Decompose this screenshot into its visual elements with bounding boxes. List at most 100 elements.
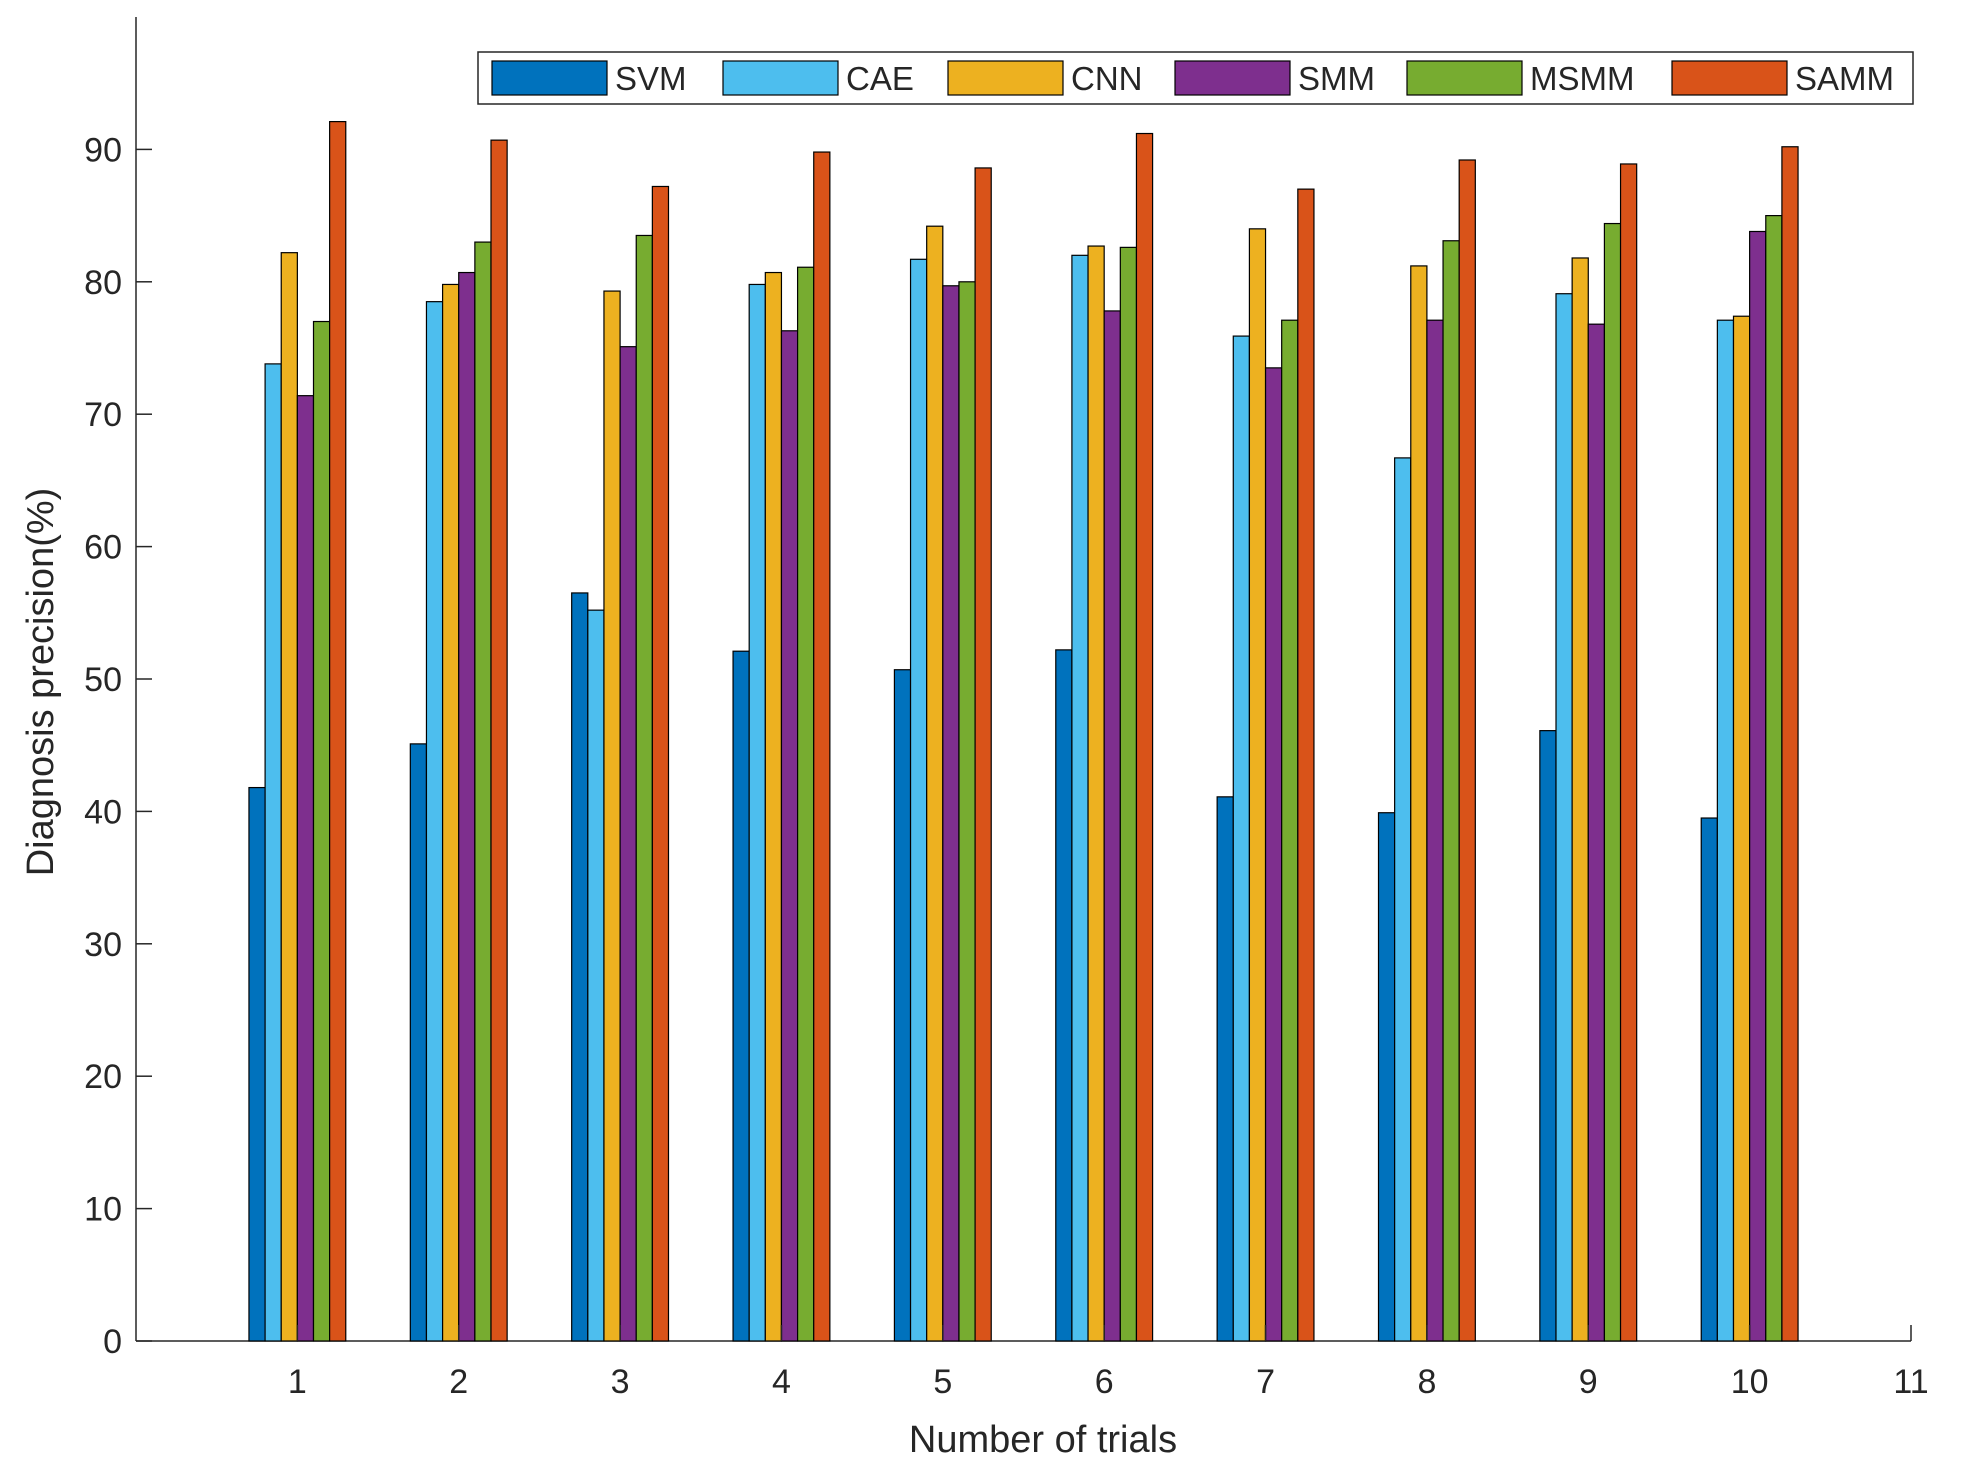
y-tick-label: 30 [84, 926, 122, 964]
bar-smm-trial-9 [1587, 323, 1606, 1342]
bar-cnn-trial-1 [280, 252, 298, 1342]
bar-cae-trial-8 [1394, 457, 1412, 1342]
bar-cae-trial-2 [425, 301, 444, 1342]
y-tick-label: 60 [84, 529, 122, 567]
legend-swatch-samm [1671, 60, 1788, 96]
bar-cae-trial-7 [1232, 335, 1251, 1342]
bar-smm-trial-4 [780, 330, 799, 1342]
bar-smm-trial-3 [619, 346, 637, 1342]
legend-label-cnn: CNN [1071, 60, 1143, 97]
bar-samm-trial-10 [1781, 146, 1799, 1342]
bar-svm-trial-1 [248, 786, 266, 1342]
bar-svm-trial-2 [409, 743, 428, 1342]
bar-samm-trial-3 [651, 185, 670, 1342]
bar-cnn-trial-7 [1248, 228, 1267, 1342]
bar-cnn-trial-2 [441, 283, 460, 1342]
ticks-layer: 0 10 20 30 40 50 60 70 80 90 1 2 3 4 5 6 7 8 9 10 11 [84, 131, 1928, 1401]
bar-msmm-trial-7 [1281, 319, 1299, 1342]
y-tick-label: 40 [84, 793, 122, 831]
x-tick-label: 9 [1579, 1363, 1598, 1401]
bar-cae-trial-1 [264, 363, 282, 1342]
bar-smm-trial-6 [1103, 310, 1121, 1342]
bar-msmm-trial-8 [1442, 240, 1460, 1342]
bar-svm-trial-4 [732, 650, 750, 1342]
bar-smm-trial-2 [458, 271, 476, 1342]
bar-msmm-trial-6 [1119, 246, 1138, 1342]
bar-msmm-trial-2 [474, 241, 492, 1342]
bar-smm-trial-8 [1426, 319, 1444, 1342]
bar-svm-trial-5 [893, 669, 912, 1342]
y-axis-title: Diagnosis precision(%) [20, 488, 62, 877]
x-tick-label: 7 [1256, 1363, 1275, 1401]
x-tick-label: 2 [449, 1363, 468, 1401]
bar-samm-trial-2 [490, 139, 508, 1342]
legend-swatch-cnn [947, 60, 1064, 96]
legend-label-smm: SMM [1298, 60, 1375, 97]
bar-cnn-trial-6 [1087, 245, 1105, 1342]
x-tick-label: 8 [1417, 1363, 1436, 1401]
y-tick-label: 70 [84, 396, 122, 434]
bar-samm-trial-8 [1458, 159, 1476, 1342]
bar-svm-trial-6 [1055, 649, 1073, 1342]
bar-msmm-trial-10 [1765, 215, 1783, 1342]
x-tick-label: 1 [288, 1363, 307, 1401]
bar-smm-trial-7 [1264, 367, 1283, 1342]
bar-cnn-trial-4 [764, 271, 783, 1342]
bar-samm-trial-7 [1297, 188, 1315, 1342]
x-tick-label: 3 [611, 1363, 630, 1401]
y-tick-label: 80 [84, 264, 122, 302]
bar-cae-trial-6 [1071, 254, 1089, 1342]
bar-smm-trial-5 [942, 285, 960, 1342]
legend-swatch-msmm [1406, 60, 1523, 96]
x-tick-label: 10 [1731, 1363, 1769, 1401]
bar-cnn-trial-9 [1571, 257, 1589, 1342]
bar-samm-trial-9 [1619, 163, 1638, 1342]
legend-label-samm: SAMM [1795, 60, 1894, 97]
legend: SVM CAE CNN SMM MSMM SAMM [477, 51, 1914, 105]
bar-smm-trial-10 [1749, 230, 1767, 1342]
bar-samm-trial-4 [813, 151, 831, 1342]
bar-msmm-trial-1 [312, 320, 331, 1342]
legend-swatch-smm [1174, 60, 1291, 96]
bar-svm-trial-8 [1377, 812, 1396, 1342]
bars-layer [248, 120, 1799, 1342]
bar-svm-trial-10 [1700, 817, 1718, 1342]
bar-svm-trial-9 [1539, 730, 1557, 1342]
bar-cnn-trial-8 [1410, 265, 1428, 1342]
x-tick-label: 11 [1893, 1363, 1928, 1401]
bar-cae-trial-9 [1555, 293, 1573, 1342]
bar-cae-trial-5 [909, 258, 928, 1342]
legend-swatch-svm [491, 60, 608, 96]
y-tick-label: 90 [84, 131, 122, 169]
x-tick-label: 6 [1095, 1363, 1114, 1401]
legend-label-svm: SVM [615, 60, 687, 97]
x-tick-label: 5 [933, 1363, 952, 1401]
x-tick-label: 4 [772, 1363, 791, 1401]
y-tick-label: 50 [84, 661, 122, 699]
y-tick-label: 0 [103, 1323, 122, 1361]
bar-smm-trial-1 [296, 395, 315, 1342]
legend-label-msmm: MSMM [1530, 60, 1634, 97]
bar-cae-trial-10 [1716, 319, 1735, 1342]
legend-label-cae: CAE [846, 60, 914, 97]
x-axis-title: Number of trials [909, 1419, 1177, 1461]
bar-cnn-trial-3 [603, 290, 621, 1342]
bar-samm-trial-1 [329, 120, 347, 1342]
legend-swatch-cae [722, 60, 839, 96]
y-tick-label: 20 [84, 1058, 122, 1096]
y-tick-label: 10 [84, 1191, 122, 1229]
bar-msmm-trial-3 [635, 234, 653, 1342]
bar-msmm-trial-4 [796, 266, 815, 1342]
bar-msmm-trial-5 [958, 281, 976, 1342]
bar-svm-trial-7 [1216, 796, 1234, 1342]
bar-cnn-trial-10 [1732, 315, 1751, 1342]
bar-cae-trial-4 [748, 283, 766, 1342]
bar-samm-trial-6 [1135, 132, 1154, 1342]
axes-layer [135, 17, 1911, 1342]
bar-svm-trial-3 [571, 592, 589, 1342]
bar-msmm-trial-9 [1603, 222, 1622, 1342]
bar-cae-trial-3 [587, 609, 605, 1342]
bar-samm-trial-5 [974, 167, 992, 1342]
